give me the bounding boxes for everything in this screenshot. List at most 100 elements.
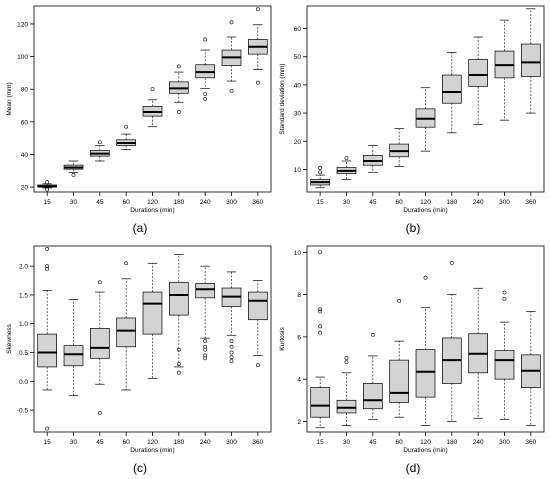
x-tick-label: 300 — [226, 439, 237, 446]
box-360 — [521, 311, 541, 427]
outlier-point — [255, 363, 260, 368]
y-tick-label: 0.5 — [19, 350, 28, 357]
y-axis-label: Mean (mm) — [6, 82, 13, 115]
outlier-point — [97, 411, 102, 415]
x-tick-label: 60 — [396, 439, 404, 446]
chart-panel-a: 20 40 60 80 100 120 15 30 45 60 120 180 240 300 360 Dur… — [6, 5, 272, 214]
outlier-point — [176, 370, 181, 375]
box-iqr — [169, 281, 189, 316]
box-360 — [521, 8, 541, 114]
x-tick-label: 30 — [70, 439, 78, 446]
box-360 — [248, 280, 268, 368]
outlier-point — [45, 426, 50, 431]
box-30 — [63, 160, 84, 177]
box-180 — [442, 261, 462, 422]
box-240 — [195, 37, 215, 101]
box-240 — [195, 265, 215, 361]
x-tick-label: 300 — [499, 199, 510, 206]
x-tick-label: 360 — [252, 199, 263, 206]
x-tick-label: 240 — [473, 439, 484, 446]
box-180 — [169, 64, 189, 114]
x-tick-label: 15 — [44, 199, 52, 206]
box-60 — [389, 128, 409, 167]
box-240 — [468, 287, 488, 419]
x-tick-label: 45 — [369, 199, 377, 206]
x-tick-label: 60 — [123, 439, 131, 446]
outlier-point — [229, 344, 234, 349]
outlier-point — [318, 309, 323, 314]
outlier-point — [229, 88, 234, 93]
y-tick-label: 60 — [21, 119, 29, 126]
outlier-point — [318, 166, 323, 170]
x-tick-label: 180 — [446, 199, 457, 206]
y-tick-label: 4 — [297, 377, 301, 384]
outlier-point — [203, 339, 208, 343]
y-tick-label: 20 — [21, 185, 29, 192]
box-iqr — [468, 59, 488, 87]
outlier-point — [176, 362, 181, 366]
box-300 — [221, 20, 242, 93]
x-tick-label: 300 — [226, 199, 237, 206]
x-tick-label: 300 — [499, 439, 510, 446]
x-tick-label: 45 — [96, 199, 104, 206]
box-15 — [310, 166, 330, 189]
y-tick-label: 60 — [294, 26, 302, 33]
x-tick-label: 240 — [473, 199, 484, 206]
box-30 — [63, 299, 84, 397]
x-tick-label: 45 — [369, 439, 377, 446]
outlier-point — [203, 356, 208, 361]
box-60 — [389, 299, 409, 418]
x-tick-label: 360 — [525, 439, 536, 446]
y-tick-label: 30 — [294, 111, 302, 118]
y-tick-label: 0.0 — [19, 379, 28, 386]
outlier-point — [449, 261, 454, 265]
outlier-point — [203, 97, 208, 101]
x-tick-label: 120 — [147, 439, 158, 446]
y-tick-label: 8 — [297, 292, 301, 299]
box-iqr — [63, 345, 84, 367]
x-axis-label: Durations (min) — [130, 447, 174, 454]
y-tick-label: 2 — [297, 419, 301, 426]
x-tick-label: 30 — [70, 199, 78, 206]
box-iqr — [310, 387, 330, 418]
outlier-point — [124, 261, 129, 266]
y-tick-label: 10 — [294, 250, 302, 257]
box-300 — [494, 290, 515, 420]
panel-label-c: (c) — [133, 461, 147, 475]
y-axis-label: Skewness — [6, 323, 13, 353]
outlier-point — [203, 347, 208, 352]
y-tick-label: 6 — [297, 334, 301, 341]
outlier-point — [502, 296, 507, 301]
outlier-point — [344, 356, 349, 360]
box-iqr — [37, 333, 57, 368]
x-tick-label: 60 — [123, 199, 131, 206]
y-tick-label: 10 — [294, 167, 302, 174]
chart-panel-c: -0.5 0.0 0.5 1.0 1.5 2.0 15 30 45 60 120 180 240 300 3… — [6, 245, 272, 454]
outlier-point — [45, 264, 50, 269]
y-tick-label: 40 — [294, 82, 302, 89]
panel-label-d: (d) — [406, 461, 421, 475]
box-iqr — [442, 74, 462, 104]
box-300 — [494, 19, 515, 121]
box-30 — [336, 356, 357, 427]
outlier-point — [255, 80, 260, 85]
box-45 — [363, 145, 383, 173]
x-tick-label: 180 — [173, 439, 184, 446]
outlier-point — [45, 267, 50, 271]
y-axis-label: Kurtosis — [279, 327, 286, 351]
box-180 — [442, 52, 462, 134]
x-axis-label: Durations (min) — [130, 207, 174, 214]
box-iqr — [494, 350, 515, 380]
x-tick-label: 240 — [200, 199, 211, 206]
outlier-point — [176, 64, 181, 69]
x-tick-label: 45 — [96, 439, 104, 446]
outlier-point — [255, 7, 260, 12]
y-tick-label: 100 — [17, 54, 28, 61]
outlier-point — [229, 350, 234, 355]
outlier-point — [423, 275, 428, 280]
outlier-point — [97, 140, 102, 145]
outlier-point — [176, 347, 181, 352]
x-tick-label: 360 — [252, 439, 263, 446]
box-300 — [221, 271, 242, 364]
